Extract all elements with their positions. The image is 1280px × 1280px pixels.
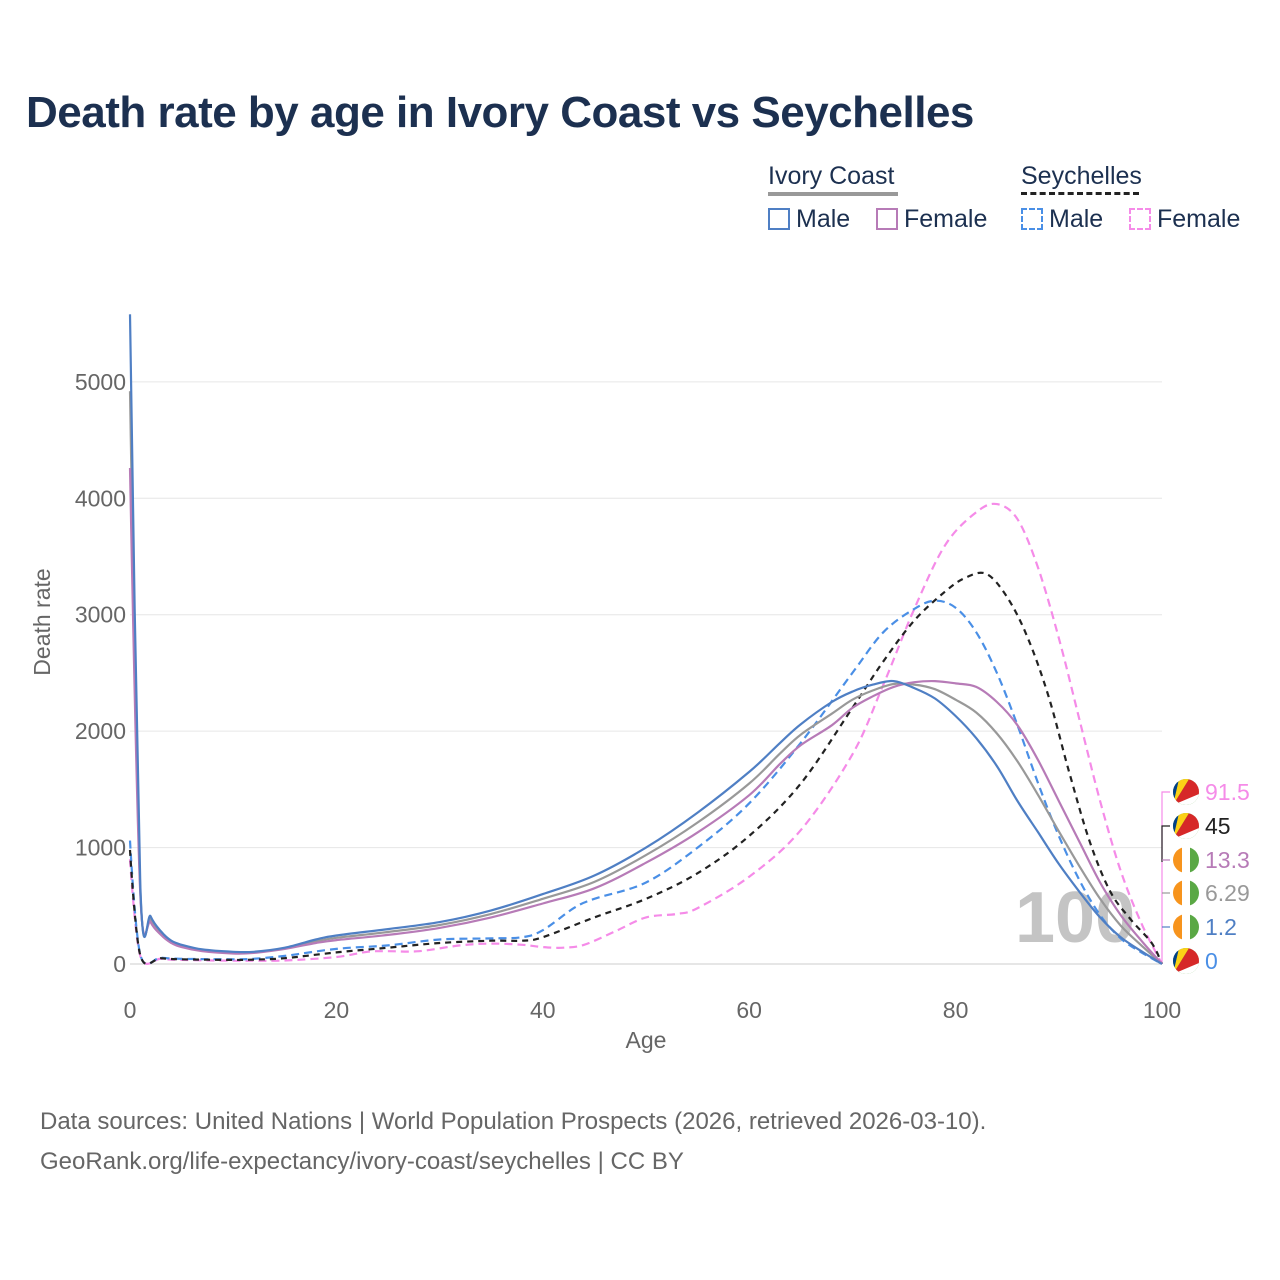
flag-band-yellow <box>1173 813 1189 839</box>
series-line-ivory-coast-female <box>128 467 1163 965</box>
legend-label: Male <box>1049 204 1104 233</box>
flag-band-red <box>1173 948 1199 974</box>
x-tick-label: 40 <box>530 997 556 1023</box>
legend-item-ivory-coast-male[interactable]: Male <box>768 204 850 234</box>
x-tick-label: 100 <box>1143 997 1181 1023</box>
end-label-connector <box>1161 825 1170 862</box>
legend-swatch <box>768 208 790 230</box>
flag-stripe <box>1190 847 1199 873</box>
x-tick-label: 0 <box>124 997 137 1023</box>
legend-group-seychelles[interactable]: Seychelles <box>1021 162 1142 190</box>
legend-label: Male <box>796 204 851 233</box>
seychelles-flag-icon <box>1173 948 1199 974</box>
ivory-coast-flag-icon <box>1173 880 1199 906</box>
series-line-seychelles-male <box>128 599 1163 966</box>
y-tick-label: 1000 <box>75 835 126 861</box>
legend-label: Female <box>904 204 988 233</box>
end-label-value: 13.3 <box>1205 847 1250 873</box>
legend-item-seychelles-male[interactable]: Male <box>1021 204 1103 234</box>
series-line-ivory-coast-total <box>128 391 1163 965</box>
source-line-1: Data sources: United Nations | World Pop… <box>40 1108 987 1135</box>
flag-stripe <box>1182 914 1190 940</box>
end-label-connector <box>1161 791 1170 962</box>
y-tick-label: 5000 <box>75 369 126 395</box>
flag-stripe <box>1190 880 1199 906</box>
legend-seychelles-line <box>1021 192 1139 195</box>
flag-band-red <box>1173 813 1199 839</box>
series-line-ivory-coast-male <box>128 314 1163 965</box>
series-line-seychelles-female <box>128 502 1163 965</box>
flag-stripe <box>1190 914 1199 940</box>
x-tick-label: 20 <box>324 997 350 1023</box>
y-tick-label: 0 <box>113 951 126 977</box>
legend-swatch <box>1129 208 1151 230</box>
x-tick-label: 80 <box>943 997 969 1023</box>
end-label-value: 91.5 <box>1205 779 1250 805</box>
legend-swatch <box>876 208 898 230</box>
end-label-value: 1.2 <box>1205 914 1237 940</box>
flag-band-yellow <box>1173 948 1189 974</box>
flag-band-red <box>1173 779 1199 805</box>
flag-body <box>1173 880 1199 906</box>
flag-stripe <box>1173 880 1182 906</box>
legend-group-ivory-coast[interactable]: Ivory Coast <box>768 162 895 190</box>
y-tick-label: 2000 <box>75 718 126 744</box>
y-tick-label: 4000 <box>75 485 126 511</box>
flag-body <box>1173 948 1199 974</box>
source-line-2[interactable]: GeoRank.org/life-expectancy/ivory-coast/… <box>40 1148 684 1175</box>
flag-stripe <box>1182 880 1190 906</box>
flag-body <box>1173 914 1199 940</box>
legend-label: Female <box>1157 204 1241 233</box>
legend-ivory-coast-line <box>768 192 898 196</box>
flag-body <box>1173 847 1199 873</box>
flag-stripe <box>1173 847 1182 873</box>
flag-stripe <box>1173 914 1182 940</box>
legend-swatch <box>1021 208 1043 230</box>
y-tick-label: 3000 <box>75 602 126 628</box>
flag-band-yellow <box>1173 779 1189 805</box>
legend-item-seychelles-female[interactable]: Female <box>1129 204 1240 234</box>
ivory-coast-flag-icon <box>1173 914 1199 940</box>
ivory-coast-flag-icon <box>1173 847 1199 873</box>
seychelles-flag-icon <box>1173 813 1199 839</box>
flag-body <box>1173 779 1199 805</box>
series-line-seychelles-total <box>128 571 1163 966</box>
flag-body <box>1173 813 1199 839</box>
chart-title: Death rate by age in Ivory Coast vs Seyc… <box>26 88 974 137</box>
end-label-value: 6.29 <box>1205 880 1250 906</box>
end-label-value: 45 <box>1205 813 1231 839</box>
y-axis-title: Death rate <box>29 568 55 675</box>
legend-item-ivory-coast-female[interactable]: Female <box>876 204 987 234</box>
flag-stripe <box>1182 847 1190 873</box>
seychelles-flag-icon <box>1173 779 1199 805</box>
x-axis-title: Age <box>626 1027 667 1053</box>
age-watermark: 100 <box>1015 878 1135 958</box>
x-tick-label: 60 <box>736 997 762 1023</box>
end-label-value: 0 <box>1205 948 1218 974</box>
